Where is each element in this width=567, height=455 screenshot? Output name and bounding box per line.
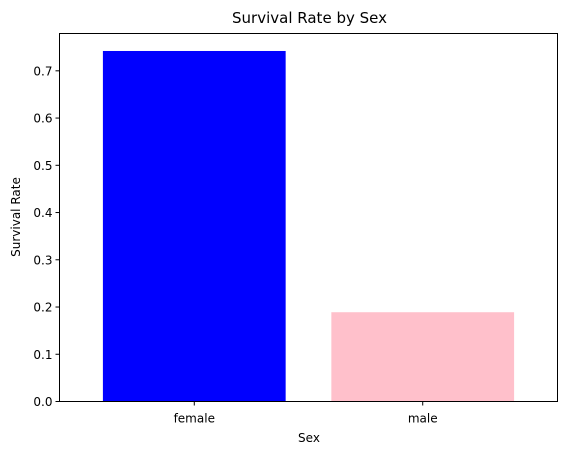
y-tick-label: 0.3	[33, 253, 52, 267]
y-tick-label: 0.7	[33, 64, 52, 78]
y-tick-label: 0.2	[33, 301, 52, 315]
x-axis-label: Sex	[298, 431, 320, 445]
y-tick-label: 0.6	[33, 112, 52, 126]
y-axis-label: Survival Rate	[9, 177, 23, 257]
x-axis-ticks: female male	[174, 401, 438, 426]
y-tick-label: 0.5	[33, 159, 52, 173]
bars-layer	[102, 50, 515, 402]
bar-male	[331, 312, 515, 402]
y-axis-ticks: 0.0 0.1 0.2 0.3 0.4 0.5 0.6 0.7	[33, 64, 60, 409]
x-tick-label-female: female	[174, 412, 215, 426]
y-tick-label: 0.4	[33, 206, 52, 220]
bar-female	[102, 50, 286, 402]
chart-title: Survival Rate by Sex	[232, 9, 387, 27]
x-tick-label-male: male	[408, 412, 438, 426]
y-tick-label: 0.0	[33, 395, 52, 409]
plot-frame	[59, 33, 558, 402]
y-tick-label: 0.1	[33, 348, 52, 362]
